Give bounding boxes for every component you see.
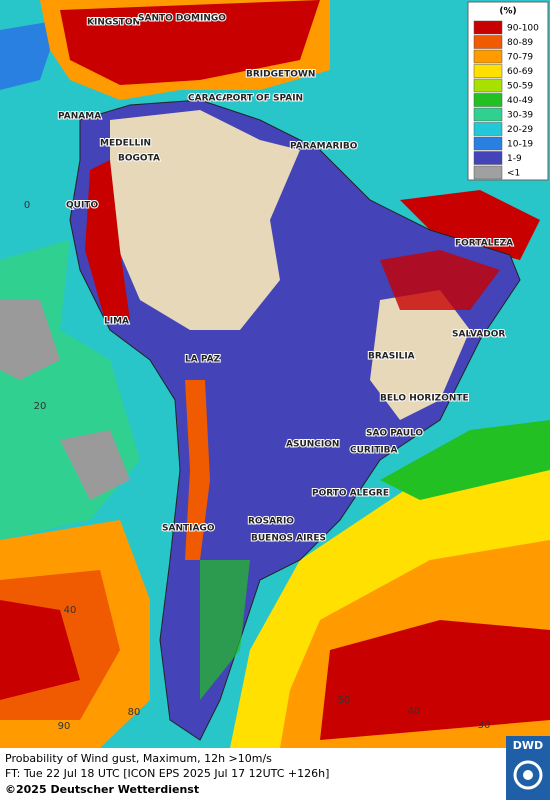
- map: [0, 0, 550, 748]
- legend-label: 1-9: [507, 154, 522, 164]
- legend-swatch: [473, 165, 503, 180]
- city-label: KINGSTON: [87, 18, 140, 28]
- city-label: CARACAS: [188, 94, 236, 104]
- footer-title: Probability of Wind gust, Maximum, 12h >…: [5, 752, 272, 765]
- city-label: SANTO DOMINGO: [138, 14, 226, 24]
- city-label: MEDELLIN: [100, 139, 151, 149]
- legend-swatch: [473, 136, 503, 151]
- lat-label: 0: [24, 200, 30, 211]
- city-label: BELO HORIZONTE: [380, 394, 469, 404]
- lon-label: 50: [338, 695, 351, 706]
- city-label: FORTALEZA: [455, 239, 513, 249]
- city-label: BOGOTA: [118, 154, 160, 164]
- city-label: SALVADOR: [452, 330, 505, 340]
- lat-label: 20: [34, 401, 47, 412]
- city-label: PORT OF SPAIN: [226, 94, 303, 104]
- legend-swatch: [473, 49, 503, 64]
- city-label: LIMA: [104, 317, 129, 327]
- city-label: PORTO ALEGRE: [312, 489, 389, 499]
- legend-label: 10-19: [507, 140, 533, 150]
- city-label: QUITO: [66, 201, 98, 211]
- city-label: PARAMARIBO: [290, 142, 358, 152]
- city-label: BRIDGETOWN: [246, 70, 315, 80]
- copyright: ©2025 Deutscher Wetterdienst: [5, 783, 199, 796]
- legend-swatch: [473, 35, 503, 49]
- legend-label: 70-79: [507, 53, 533, 63]
- lon-label: 30: [478, 720, 491, 731]
- legend-label: <1: [507, 169, 520, 179]
- legend-label: 20-29: [507, 125, 533, 135]
- legend-swatch: [473, 107, 503, 122]
- legend-unit: (%): [499, 7, 516, 17]
- legend-label: 90-100: [507, 24, 539, 34]
- city-label: BUENOS AIRES: [251, 534, 326, 544]
- legend-label: 30-39: [507, 111, 533, 121]
- city-label: ROSARIO: [248, 517, 294, 527]
- city-label: BRASILIA: [368, 352, 415, 362]
- legend-label: 40-49: [507, 96, 533, 106]
- city-label: LA PAZ: [185, 355, 221, 365]
- legend: (%) 90-100 80-89 70-79 60-69 50-59 40-49 30-39 2…: [467, 1, 549, 181]
- city-label: PANAMA: [58, 112, 101, 122]
- legend-swatch: [473, 93, 503, 107]
- city-label: SAO PAULO: [366, 429, 423, 439]
- lon-label: 90: [58, 721, 71, 732]
- city-label: ASUNCION: [286, 440, 339, 450]
- legend-swatch: [473, 78, 503, 93]
- lon-label: 40: [408, 706, 421, 717]
- city-label: CURITIBA: [350, 446, 398, 456]
- lon-label: 80: [128, 707, 141, 718]
- legend-label: 80-89: [507, 38, 533, 48]
- footer-forecast: FT: Tue 22 Jul 18 UTC [ICON EPS 2025 Jul…: [5, 767, 329, 780]
- legend-swatch: [473, 122, 503, 136]
- legend-label: 50-59: [507, 82, 533, 92]
- legend-swatch: [473, 20, 503, 35]
- legend-label: 60-69: [507, 67, 533, 77]
- legend-swatch: [473, 151, 503, 165]
- city-label: SANTIAGO: [162, 524, 215, 534]
- logo: DWD: [513, 739, 543, 752]
- lat-label: 40: [64, 605, 77, 616]
- footer: Probability of Wind gust, Maximum, 12h >…: [0, 736, 550, 800]
- legend-swatch: [473, 64, 503, 78]
